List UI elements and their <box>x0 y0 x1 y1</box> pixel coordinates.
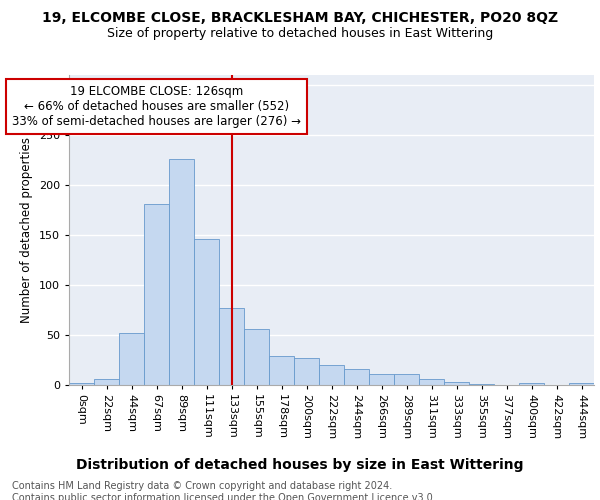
Bar <box>219 308 244 385</box>
Bar <box>144 204 169 385</box>
Bar <box>69 383 94 385</box>
Bar <box>169 159 194 385</box>
Bar <box>444 382 469 385</box>
Bar <box>319 365 344 385</box>
Bar <box>94 379 119 385</box>
Bar <box>269 356 294 385</box>
Bar <box>344 369 369 385</box>
Bar <box>519 383 544 385</box>
Text: 19, ELCOMBE CLOSE, BRACKLESHAM BAY, CHICHESTER, PO20 8QZ: 19, ELCOMBE CLOSE, BRACKLESHAM BAY, CHIC… <box>42 11 558 25</box>
Y-axis label: Number of detached properties: Number of detached properties <box>20 137 33 323</box>
Text: Contains HM Land Registry data © Crown copyright and database right 2024.
Contai: Contains HM Land Registry data © Crown c… <box>12 481 436 500</box>
Bar <box>419 379 444 385</box>
Bar <box>369 374 394 385</box>
Text: Distribution of detached houses by size in East Wittering: Distribution of detached houses by size … <box>76 458 524 471</box>
Text: 19 ELCOMBE CLOSE: 126sqm
← 66% of detached houses are smaller (552)
33% of semi-: 19 ELCOMBE CLOSE: 126sqm ← 66% of detach… <box>12 85 301 128</box>
Bar <box>569 383 594 385</box>
Bar <box>244 329 269 385</box>
Text: Size of property relative to detached houses in East Wittering: Size of property relative to detached ho… <box>107 28 493 40</box>
Bar <box>394 374 419 385</box>
Bar <box>194 239 219 385</box>
Bar <box>119 333 144 385</box>
Bar <box>294 358 319 385</box>
Bar <box>469 384 494 385</box>
